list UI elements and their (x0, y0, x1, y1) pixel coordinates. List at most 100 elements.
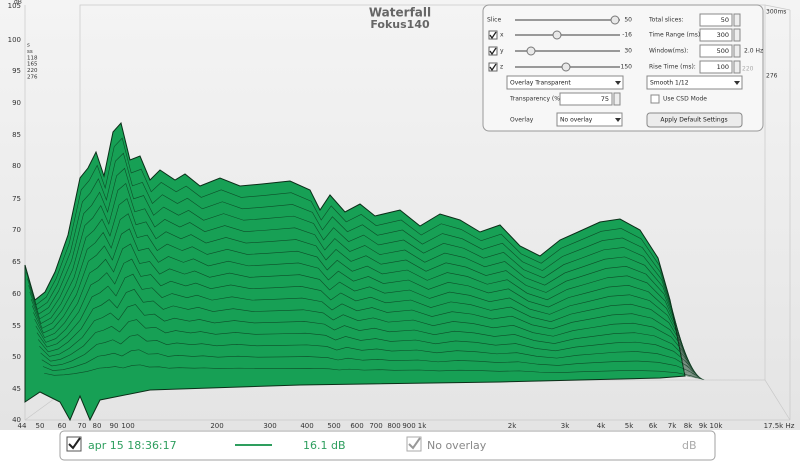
y-tick-label: 45 (12, 385, 21, 393)
spinner[interactable] (613, 92, 621, 106)
y-tick-label: 65 (12, 258, 21, 266)
csd-checkbox[interactable] (650, 94, 660, 104)
x-tick-label: 80 (93, 422, 102, 430)
x-tick-label: 200 (210, 422, 223, 430)
x-tick-label: 17.5k Hz (764, 422, 795, 430)
x-tick-label: 3k (561, 422, 570, 430)
slider-label: z (500, 64, 503, 71)
x-tick-label: 800 (387, 422, 400, 430)
x-tick-label: 700 (369, 422, 382, 430)
y-tick-label: 55 (12, 322, 21, 330)
spinner[interactable] (733, 44, 741, 58)
dropdown[interactable] (646, 75, 743, 90)
slice-line (40, 319, 701, 380)
slice-line (36, 273, 698, 379)
y-tick-label: 95 (12, 67, 21, 75)
button-label: Apply Default Settings (660, 117, 727, 124)
y-tick-label: 60 (12, 290, 21, 298)
x-tick-label: 10k (710, 422, 724, 430)
x-tick-label: 50 (36, 422, 45, 430)
x-tick-label: 6k (649, 422, 658, 430)
waterfall-mass (24, 121, 686, 422)
field-label: Time Range (ms): (648, 32, 702, 39)
slice-line (27, 152, 688, 377)
number-field[interactable] (699, 13, 733, 27)
overlay-name: No overlay (427, 439, 487, 452)
depth-label: 165 (27, 62, 38, 68)
slider-value: -16 (622, 32, 632, 39)
plot-subtitle: Fokus140 (370, 18, 430, 31)
y-tick-label: 105 (8, 2, 21, 10)
plot-title: Waterfall (369, 6, 431, 20)
dropdown-value: No overlay (560, 117, 593, 124)
field-label: Total slices: (648, 17, 684, 24)
field-label: Window(ms): (649, 48, 688, 55)
check-mark (408, 437, 421, 450)
slice-line (35, 258, 697, 379)
slice-line (31, 213, 693, 378)
slice-line (29, 182, 691, 378)
slice-line (39, 304, 700, 379)
slider-value: 30 (624, 48, 632, 55)
number-field[interactable] (699, 28, 733, 42)
x-tick-label: 60 (58, 422, 67, 430)
depth-label: s (27, 43, 30, 49)
x-tick-label: 4k (597, 422, 606, 430)
x-tick-label: 9k (699, 422, 708, 430)
field-label: Rise Time (ms): (649, 64, 696, 71)
slice-line (44, 364, 705, 381)
slice-line (28, 167, 689, 377)
dropdown[interactable] (556, 112, 623, 127)
field-value: 500 (717, 47, 729, 55)
y-tick-label: 80 (12, 162, 21, 170)
x-tick-label: 500 (327, 422, 340, 430)
axis-checkbox[interactable] (488, 30, 498, 40)
controls: Slice 50 x -16 y 30 z 150 Total slices: 50 Time Ra… (487, 13, 763, 128)
overlay-unit: dB (682, 439, 697, 452)
dropdown[interactable] (506, 75, 624, 90)
y-tick-label: 70 (12, 226, 21, 234)
x-tick-label: 70 (78, 422, 87, 430)
rise-extra: 220 (742, 66, 754, 73)
x-tick-label: 8k (684, 422, 693, 430)
check-mark (489, 47, 497, 56)
check-mark (489, 31, 497, 40)
x-tick-label: 900 (402, 422, 415, 430)
x-tick-label: 44 (18, 422, 27, 430)
slider-knob[interactable] (610, 15, 620, 25)
apply-button[interactable] (646, 112, 743, 128)
depth-label: 220 (27, 68, 38, 74)
number-field[interactable] (699, 60, 733, 74)
depth-label: 276 (766, 73, 778, 80)
field-value: 100 (717, 63, 729, 71)
slider-knob[interactable] (552, 30, 562, 40)
measurement-name: apr 15 18:36:17 (88, 439, 177, 452)
number-field[interactable] (559, 92, 613, 106)
axis-checkbox[interactable] (488, 62, 498, 72)
field-label: Transparency (%) (509, 96, 562, 103)
slider-knob[interactable] (561, 62, 571, 72)
y-tick-label: 50 (12, 353, 21, 361)
x-tick-label: 90 (110, 422, 119, 430)
slice-line (30, 198, 692, 378)
slider-knob[interactable] (526, 46, 536, 56)
y-tick-label: 90 (12, 99, 21, 107)
spinner[interactable] (733, 28, 741, 42)
number-field[interactable] (699, 44, 733, 58)
depth-label: 118 (27, 55, 38, 61)
axis-checkbox[interactable] (488, 46, 498, 56)
spinner[interactable] (733, 60, 741, 74)
field-value: 300 (717, 31, 729, 39)
depth-label: 300ms (766, 9, 786, 16)
slice-line (25, 137, 687, 377)
resolution-note: 2.0 Hz (744, 48, 763, 55)
slider-label: y (500, 48, 504, 55)
field-value: 50 (721, 16, 729, 24)
measurement-level: 16.1 dB (303, 439, 346, 452)
slider-label: Slice (487, 17, 501, 24)
spinner[interactable] (733, 13, 741, 27)
x-tick-label: 7k (668, 422, 677, 430)
depth-label: 276 (27, 75, 38, 81)
dropdown-value: Smooth 1/12 (650, 80, 689, 87)
